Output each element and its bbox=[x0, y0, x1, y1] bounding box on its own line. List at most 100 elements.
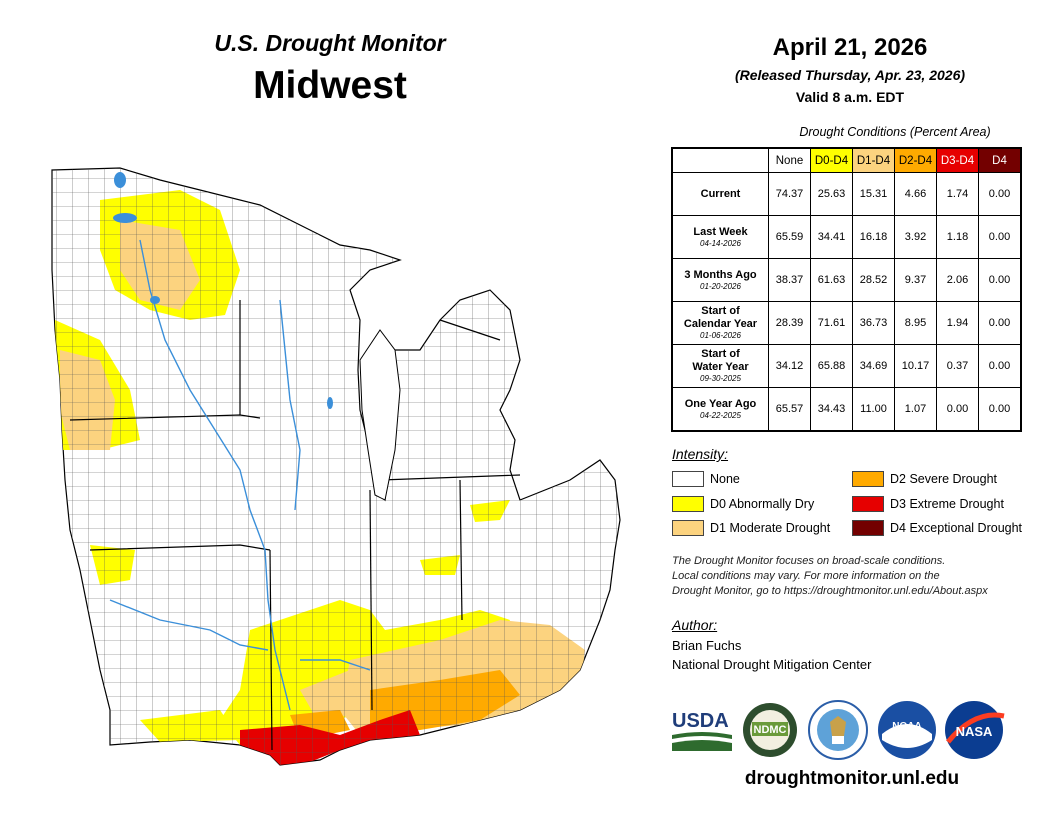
midwest-drought-map bbox=[51, 167, 621, 766]
usda-logo: USDA bbox=[672, 710, 732, 751]
legend-swatch bbox=[852, 520, 884, 536]
row-label: Current bbox=[671, 172, 769, 216]
table-cell: 8.95 bbox=[894, 301, 937, 345]
table-cell: 34.41 bbox=[810, 215, 853, 259]
table-cell: 2.06 bbox=[936, 258, 979, 302]
row-label-text: One Year Ago bbox=[684, 397, 757, 410]
lake-michigan bbox=[359, 329, 401, 501]
table-cell: 36.73 bbox=[852, 301, 895, 345]
table-cell: 10.17 bbox=[894, 344, 937, 388]
legend-title: Intensity: bbox=[672, 446, 729, 462]
table-row: Last Week 04-14-2026 65.59 34.41 16.18 3.92 1.… bbox=[671, 215, 1022, 259]
table-cell: 28.52 bbox=[852, 258, 895, 302]
table-cell: 1.18 bbox=[936, 215, 979, 259]
map-date: April 21, 2026 bbox=[772, 34, 928, 61]
table-cell: 15.31 bbox=[852, 172, 895, 216]
row-date: 01-06-2026 bbox=[700, 331, 741, 340]
row-label: One Year Ago 04-22-2025 bbox=[671, 387, 769, 432]
table-cell: 71.61 bbox=[810, 301, 853, 345]
ndmc-logo-text: NDMC bbox=[754, 724, 787, 736]
table-cell: 1.07 bbox=[894, 387, 937, 432]
valid-time: Valid 8 a.m. EDT bbox=[795, 89, 905, 105]
lake-shape bbox=[150, 296, 160, 304]
col-header: D0-D4 bbox=[810, 147, 853, 173]
row-label: Last Week 04-14-2026 bbox=[671, 215, 769, 259]
nasa-logo-text: NASA bbox=[956, 724, 993, 739]
row-label-text: Start of bbox=[701, 348, 740, 360]
legend-swatch bbox=[672, 471, 704, 487]
table-cell: 0.00 bbox=[978, 301, 1022, 345]
table-cell: 1.94 bbox=[936, 301, 979, 345]
drought-conditions-table: None D0-D4 D1-D4 D2-D4 D3-D4 D4 Current 7… bbox=[671, 147, 1022, 432]
table-cell: 38.37 bbox=[768, 258, 811, 302]
legend-label: D3 Extreme Drought bbox=[890, 497, 1004, 511]
site-url[interactable]: droughtmonitor.unl.edu bbox=[744, 768, 960, 789]
table-cell: 16.18 bbox=[852, 215, 895, 259]
author-org: National Drought Mitigation Center bbox=[672, 657, 872, 672]
row-label: Start of Calendar Year 01-06-2026 bbox=[671, 301, 769, 345]
ndmc-logo: NDMC bbox=[743, 703, 797, 757]
row-label-text: Current bbox=[700, 187, 741, 200]
legend-swatch bbox=[852, 496, 884, 512]
region-title: Midwest bbox=[253, 64, 407, 107]
row-date: 01-20-2026 bbox=[700, 281, 741, 291]
table-cell: 65.59 bbox=[768, 215, 811, 259]
legend-swatch bbox=[672, 496, 704, 512]
legend-label: D2 Severe Drought bbox=[890, 472, 998, 486]
row-date: 09-30-2025 bbox=[700, 374, 741, 383]
noaa-logo: NOAA bbox=[878, 701, 936, 759]
table-cell: 0.37 bbox=[936, 344, 979, 388]
footnote-line: Drought Monitor, go to https://droughtmo… bbox=[672, 585, 988, 597]
state-boundaries bbox=[69, 300, 521, 751]
table-cell: 34.43 bbox=[810, 387, 853, 432]
footnote-line: The Drought Monitor focuses on broad-sca… bbox=[672, 555, 946, 567]
legend-swatch bbox=[672, 520, 704, 536]
table-cell: 28.39 bbox=[768, 301, 811, 345]
table-row: One Year Ago 04-22-2025 65.57 34.43 11.00 1.0… bbox=[671, 387, 1022, 432]
commerce-seal-logo bbox=[808, 700, 868, 760]
table-cell: 0.00 bbox=[978, 258, 1022, 302]
row-date: 04-14-2026 bbox=[700, 238, 741, 248]
col-header: D1-D4 bbox=[852, 147, 895, 173]
table-cell: 0.00 bbox=[978, 344, 1022, 388]
col-header: None bbox=[768, 147, 811, 173]
table-row: 3 Months Ago 01-20-2026 38.37 61.63 28.52 9.3… bbox=[671, 258, 1022, 302]
row-label-text: Start of bbox=[701, 305, 740, 317]
lake-shape bbox=[114, 172, 126, 188]
table-cell: 4.66 bbox=[894, 172, 937, 216]
table-cell: 0.00 bbox=[978, 215, 1022, 259]
table-cell: 34.12 bbox=[768, 344, 811, 388]
legend-item: None bbox=[672, 470, 740, 488]
legend-item: D4 Exceptional Drought bbox=[852, 519, 1022, 537]
table-caption: Drought Conditions (Percent Area) bbox=[799, 125, 991, 139]
col-header: D3-D4 bbox=[936, 147, 979, 173]
table-cell: 0.00 bbox=[978, 172, 1022, 216]
footnote: The Drought Monitor focuses on broad-sca… bbox=[672, 554, 1052, 599]
row-label-text: Water Year bbox=[692, 361, 749, 373]
author-name: Brian Fuchs bbox=[672, 638, 742, 653]
row-label-text: Last Week bbox=[693, 225, 748, 238]
table-cell: 65.57 bbox=[768, 387, 811, 432]
table-cell: 61.63 bbox=[810, 258, 853, 302]
rivers bbox=[109, 239, 371, 711]
nasa-logo: NASA bbox=[945, 701, 1005, 759]
legend-item: D0 Abnormally Dry bbox=[672, 495, 814, 513]
col-header: D2-D4 bbox=[894, 147, 937, 173]
table-row: Start of Calendar Year 01-06-2026 28.39 71.6… bbox=[671, 301, 1022, 345]
row-label: Start of Water Year 09-30-2025 bbox=[671, 344, 769, 388]
col-header: D4 bbox=[978, 147, 1022, 173]
table-cell: 0.00 bbox=[978, 387, 1022, 432]
legend-label: None bbox=[710, 472, 740, 486]
author-title: Author: bbox=[672, 617, 718, 633]
legend-item: D1 Moderate Drought bbox=[672, 519, 830, 537]
footnote-line: Local conditions may vary. For more info… bbox=[672, 570, 940, 582]
table-cell: 25.63 bbox=[810, 172, 853, 216]
product-title: U.S. Drought Monitor bbox=[214, 30, 446, 56]
legend-label: D4 Exceptional Drought bbox=[890, 521, 1023, 535]
table-cell: 3.92 bbox=[894, 215, 937, 259]
row-label-text: 3 Months Ago bbox=[684, 268, 757, 281]
release-date: (Released Thursday, Apr. 23, 2026) bbox=[734, 67, 966, 83]
table-cell: 0.00 bbox=[936, 387, 979, 432]
table-cell: 74.37 bbox=[768, 172, 811, 216]
table-row: Current 74.37 25.63 15.31 4.66 1.74 0.00 bbox=[671, 172, 1022, 216]
